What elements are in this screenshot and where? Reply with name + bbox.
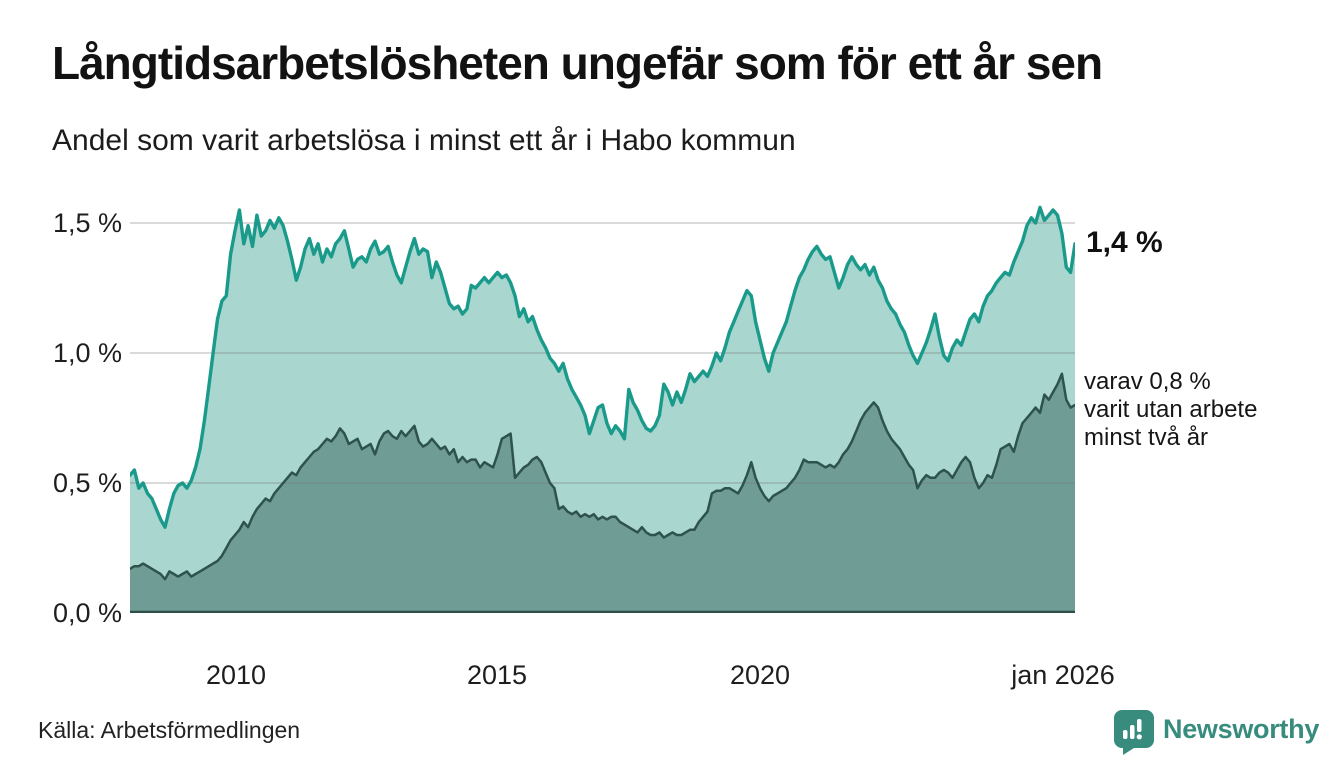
series-line-0: [130, 205, 1075, 529]
secondary-series-annotation: varav 0,8 % varit utan arbete minst två …: [1084, 368, 1257, 452]
chart-subtitle: Andel som varit arbetslösa i minst ett å…: [52, 124, 796, 157]
series-area-fill-1: [130, 373, 1075, 613]
secondary-annotation-line: minst två år: [1084, 424, 1209, 451]
x-axis-tick-label: 2020: [729, 660, 791, 690]
series-line-1: [130, 372, 1075, 581]
x-axis-tick-label: 2010: [205, 660, 267, 690]
y-axis-tick-label: 1,0 %: [52, 338, 122, 368]
y-axis-tick-label: 1,5 %: [52, 208, 122, 238]
x-axis-tick-label: 2015: [466, 660, 528, 690]
newsworthy-logo-icon: [1114, 710, 1154, 755]
newsworthy-logo[interactable]: Newsworthy: [1113, 709, 1319, 755]
x-axis-tick-label: jan 2026: [1011, 660, 1115, 690]
source-text: Källa: Arbetsförmedlingen: [38, 717, 301, 743]
newsworthy-logo-text: Newsworthy: [1163, 714, 1320, 744]
y-axis-tick-label: 0,0 %: [52, 598, 122, 628]
secondary-annotation-line: varav 0,8 %: [1084, 368, 1211, 395]
secondary-annotation-line: varit utan arbete: [1084, 396, 1258, 423]
unemployment-area-chart: [130, 205, 1075, 613]
latest-value-label: 1,4 %: [1086, 226, 1163, 259]
chart-title: Långtidsarbetslösheten ungefär som för e…: [52, 37, 1103, 89]
y-axis-tick-label: 0,5 %: [52, 468, 122, 498]
